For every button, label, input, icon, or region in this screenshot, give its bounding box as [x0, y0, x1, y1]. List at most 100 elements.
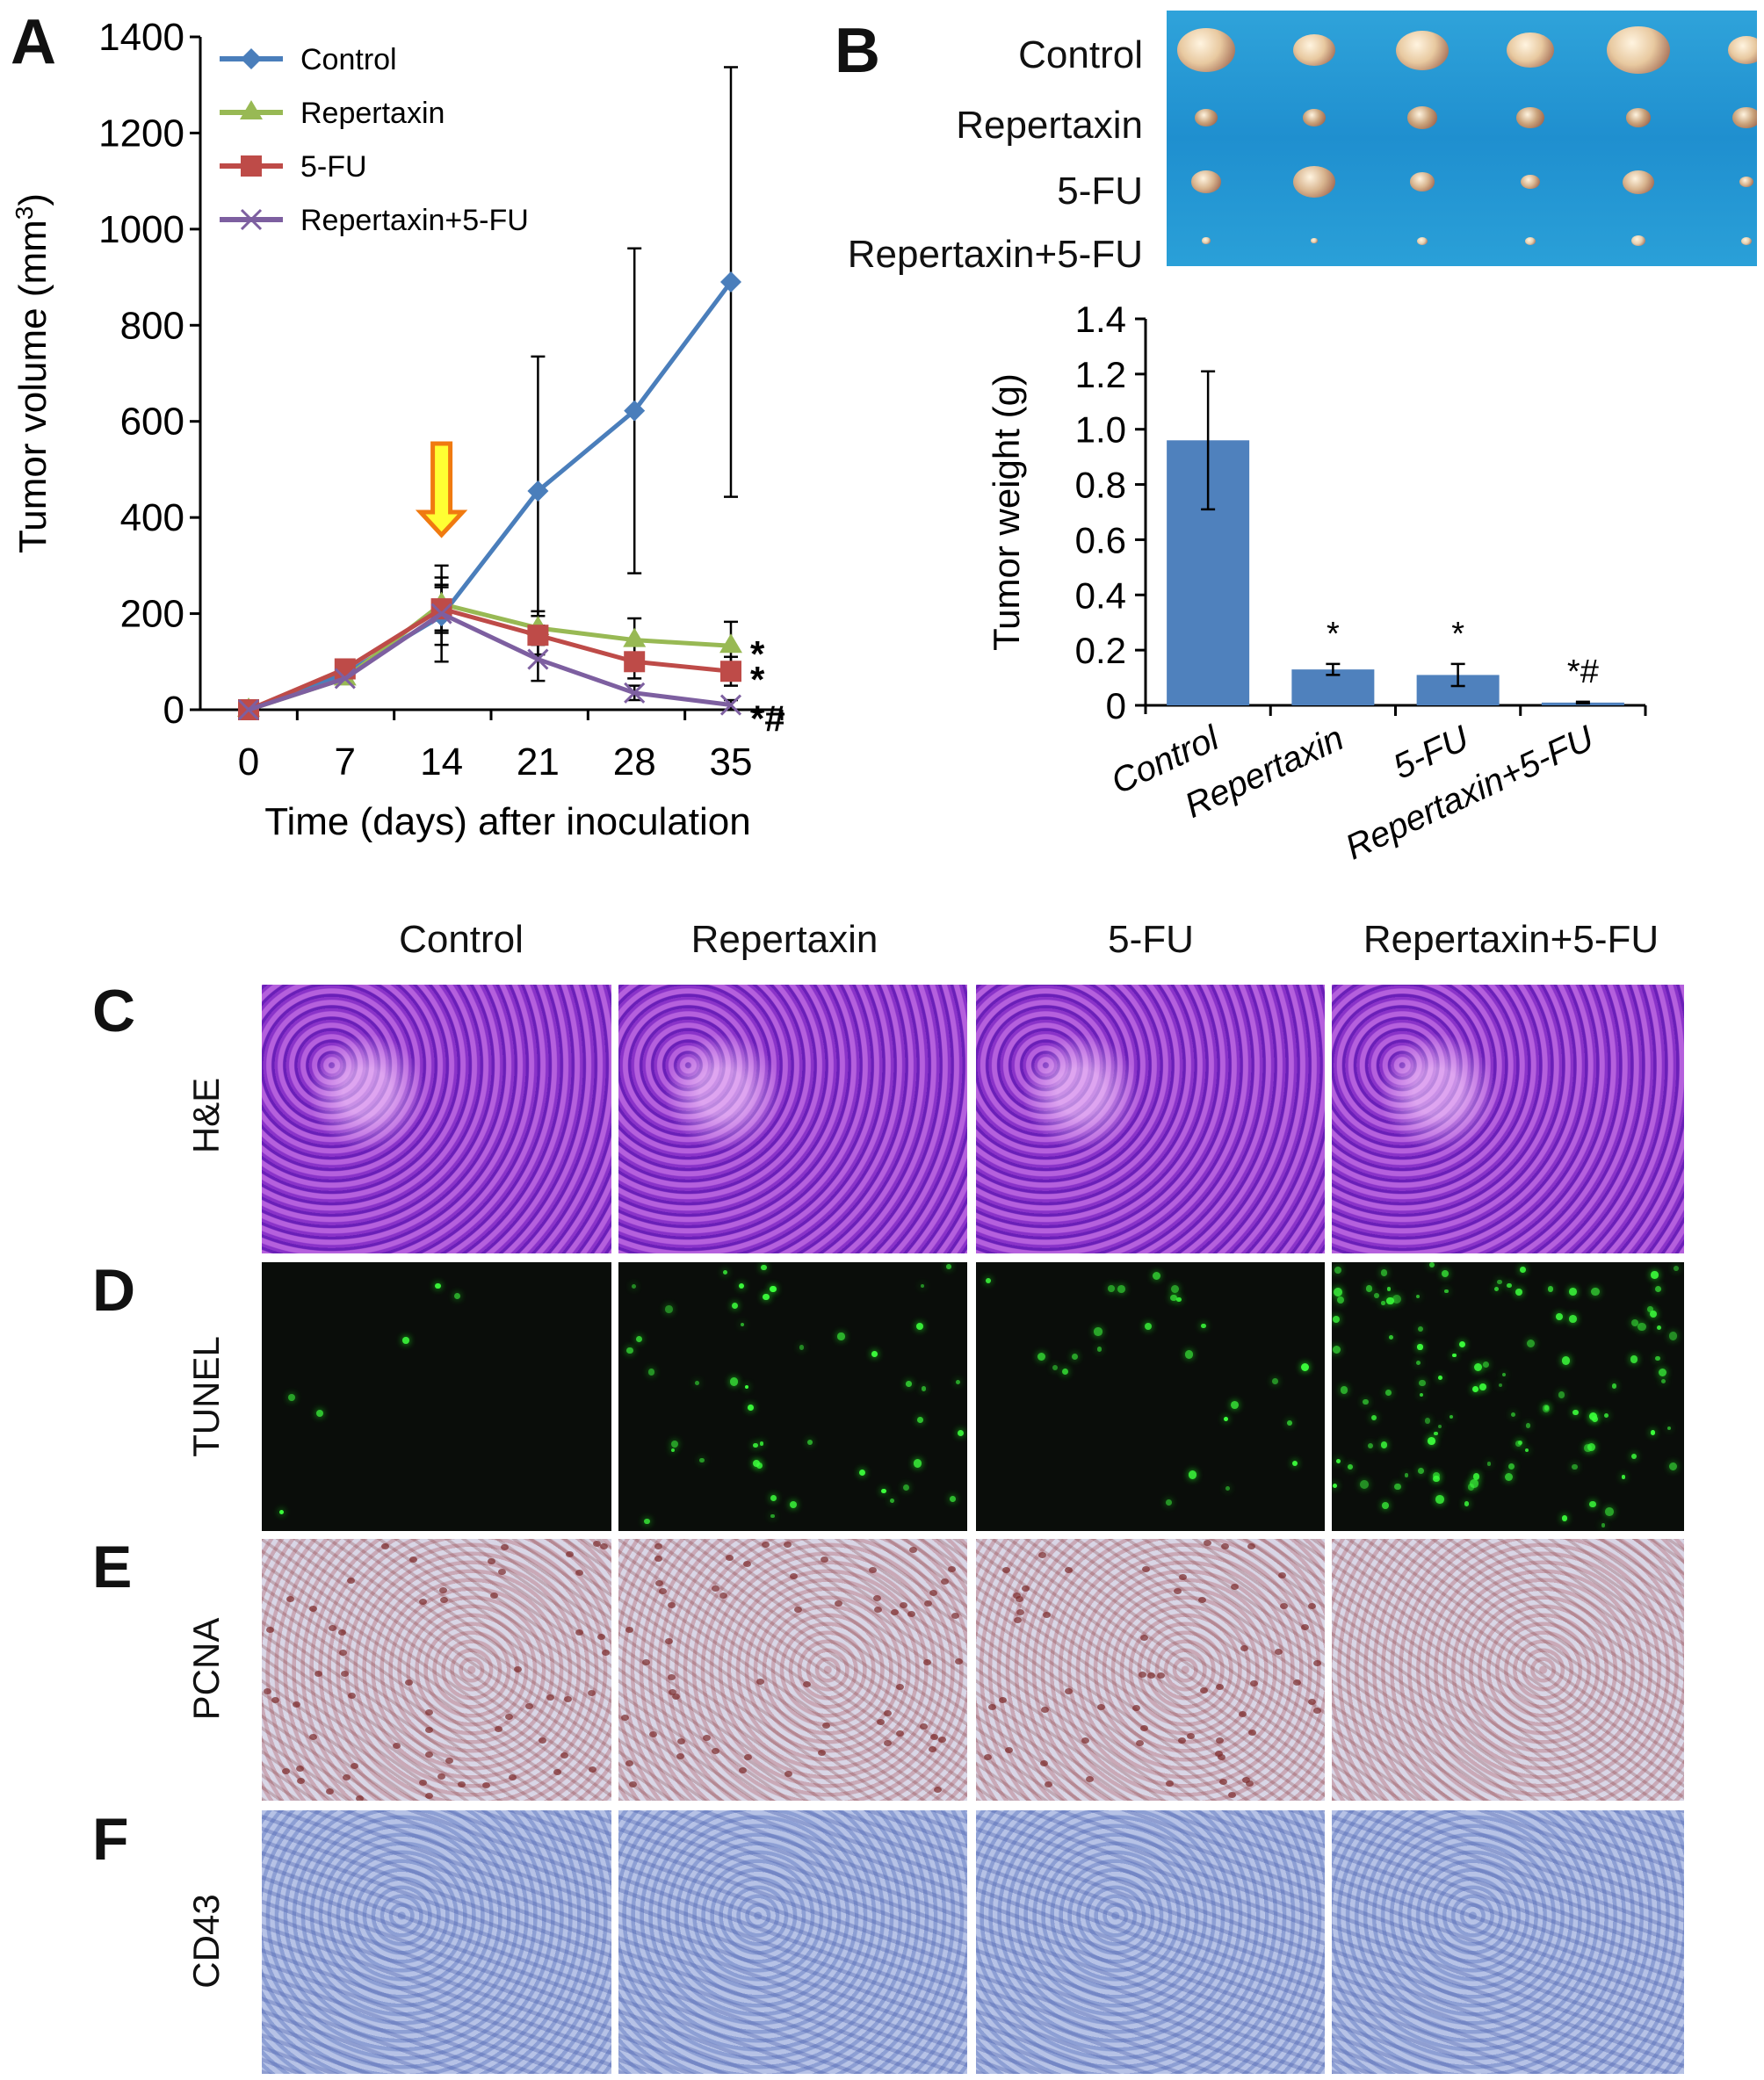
stained-nucleus	[726, 1554, 734, 1561]
stained-nucleus	[1139, 1671, 1147, 1678]
fluorescent-cell	[1647, 1306, 1653, 1312]
stained-nucleus	[1140, 1634, 1149, 1641]
micrograph-he-control	[262, 985, 611, 1253]
stained-nucleus	[933, 1787, 942, 1794]
stained-nucleus	[1015, 1595, 1023, 1602]
stained-nucleus	[563, 1696, 572, 1703]
tumor-sample	[1623, 170, 1654, 194]
fluorescent-cell	[1117, 1284, 1125, 1293]
x-tick-label: 28	[613, 740, 656, 784]
fluorescent-cell	[1650, 1430, 1656, 1435]
fluorescent-cell	[1486, 1462, 1492, 1466]
data-point	[624, 651, 646, 673]
fluorescent-cell	[1404, 1472, 1409, 1477]
stained-nucleus	[351, 1762, 359, 1769]
x-tick-label: 35	[710, 740, 753, 784]
tumor-sample	[1732, 107, 1757, 128]
stained-nucleus	[347, 1577, 356, 1584]
tumor-sample	[1293, 166, 1335, 198]
fluorescent-cell	[636, 1335, 643, 1342]
micrograph-pcna-control	[262, 1539, 611, 1801]
legend-marker	[240, 208, 263, 231]
stained-nucleus	[589, 1766, 597, 1773]
stained-nucleus	[380, 1543, 389, 1550]
tumor-sample	[1194, 109, 1218, 126]
stained-nucleus	[425, 1751, 434, 1758]
fluorescent-cell	[1188, 1470, 1197, 1479]
tumor-sample	[1728, 36, 1757, 64]
column-header-control: Control	[399, 918, 524, 961]
photo-label-repertaxin: Repertaxin	[956, 104, 1143, 147]
stained-nucleus	[560, 1751, 569, 1759]
fluorescent-cell	[1501, 1372, 1507, 1377]
fluorescent-cell	[1184, 1350, 1194, 1359]
stained-nucleus	[620, 1715, 629, 1722]
charts-canvas: 0 200 400 600 800 1000 1200 1400 0 7 14 21 28 35 Time …	[11, 16, 1647, 867]
fluorescent-cell	[1637, 1322, 1647, 1332]
fluorescent-cell	[1392, 1295, 1402, 1304]
stained-nucleus	[286, 1596, 294, 1603]
tumor-sample	[1516, 107, 1544, 128]
stained-nucleus	[509, 1773, 517, 1780]
fluorescent-cell	[1230, 1401, 1239, 1410]
fluorescent-cell	[1438, 1376, 1442, 1380]
fluorescent-cell	[913, 1459, 922, 1468]
column-header-repertaxin: Repertaxin	[690, 918, 878, 961]
stained-nucleus	[665, 1638, 674, 1645]
stained-nucleus	[538, 1737, 546, 1744]
stained-nucleus	[998, 1696, 1007, 1703]
stained-nucleus	[1218, 1779, 1227, 1786]
stained-nucleus	[575, 1569, 584, 1576]
fluorescent-cell	[1666, 1426, 1671, 1430]
fluorescent-cell	[1176, 1296, 1182, 1303]
stained-nucleus	[820, 1556, 828, 1564]
fluorescent-cell	[753, 1442, 758, 1448]
fluorescent-cell	[920, 1283, 925, 1289]
bar-y-tick-label: 0.8	[1075, 465, 1126, 506]
fluorescent-cell	[1473, 1473, 1480, 1480]
stained-nucleus	[1096, 1703, 1105, 1710]
stained-nucleus	[1045, 1781, 1053, 1788]
data-point	[527, 480, 549, 502]
stained-nucleus	[265, 1627, 274, 1634]
micrograph-pcna-5-fu	[976, 1539, 1325, 1801]
micrograph-tunel-repertaxin	[618, 1262, 967, 1531]
fluorescent-cell	[1340, 1386, 1348, 1394]
stained-nucleus	[481, 1782, 490, 1789]
stained-nucleus	[984, 1754, 993, 1761]
fluorescent-cell	[1443, 1289, 1449, 1294]
fluorescent-cell	[1561, 1515, 1568, 1521]
fluorescent-cell	[1544, 1405, 1550, 1412]
stained-nucleus	[1081, 1737, 1090, 1744]
stained-nucleus	[546, 1694, 555, 1701]
column-header-combo: Repertaxin+5-FU	[1363, 918, 1659, 961]
significance-mark: *	[750, 633, 765, 675]
stained-nucleus	[951, 1613, 960, 1620]
stained-nucleus	[419, 1598, 427, 1605]
fluorescent-cell	[1520, 1267, 1526, 1273]
stained-nucleus	[458, 1780, 466, 1788]
stained-nucleus	[877, 1719, 886, 1726]
fluorescent-cell	[770, 1513, 775, 1519]
stained-nucleus	[1216, 1684, 1225, 1691]
fluorescent-cell	[740, 1323, 745, 1327]
stained-nucleus	[1215, 1750, 1224, 1757]
row-label-tunel: TUNEL	[185, 1336, 227, 1457]
data-point	[623, 627, 647, 647]
legend-marker	[241, 155, 262, 177]
fluorescent-cell	[752, 1460, 760, 1468]
x-tick-label: 14	[420, 740, 463, 784]
stained-nucleus	[404, 1679, 413, 1686]
bar-y-tick-label: 1.2	[1075, 354, 1126, 395]
fluorescent-cell	[1071, 1353, 1079, 1360]
fluorescent-cell	[905, 1381, 912, 1387]
fluorescent-cell	[1363, 1398, 1369, 1405]
fluorescent-cell	[921, 1386, 927, 1391]
fluorescent-cell	[315, 1410, 323, 1418]
fluorescent-cell	[759, 1441, 764, 1446]
fluorescent-cell	[1435, 1494, 1445, 1504]
data-point	[527, 625, 549, 646]
y-tick-label: 1400	[98, 16, 184, 59]
fluorescent-cell	[1333, 1316, 1341, 1324]
stained-nucleus	[601, 1650, 610, 1656]
